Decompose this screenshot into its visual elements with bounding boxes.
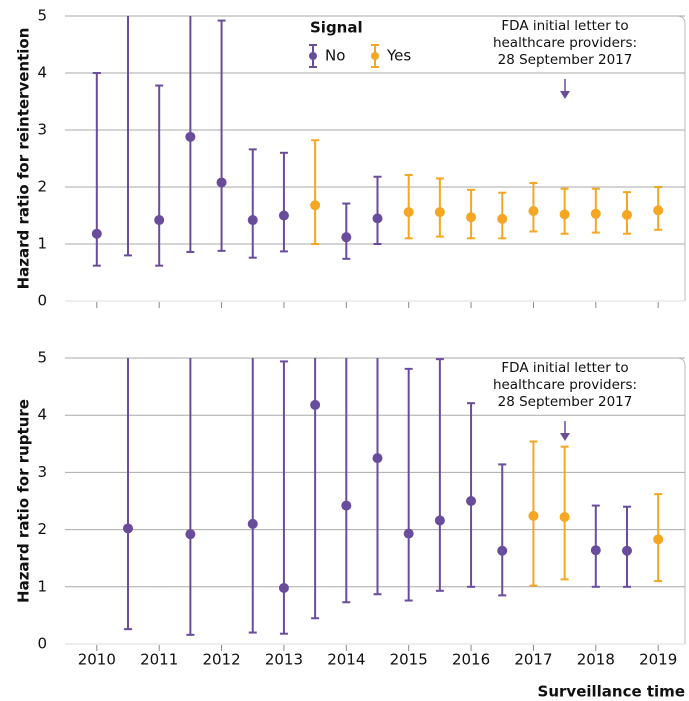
y-tick-label: 5 [37, 349, 47, 367]
y-tick-label: 3 [37, 121, 47, 139]
y-tick-label: 0 [37, 635, 47, 653]
annotation-arrowhead [560, 433, 570, 441]
point [372, 213, 383, 224]
annotation: FDA initial letter to [501, 360, 628, 376]
point [247, 518, 258, 529]
legend-swatch [309, 52, 317, 60]
y-axis-label: Hazard ratio for rupture [15, 399, 33, 603]
x-axis-label: Surveillance time [538, 683, 685, 701]
x-tick-label: 2019 [639, 651, 677, 669]
y-tick-label: 1 [37, 235, 47, 253]
annotation-arrowhead [560, 91, 570, 99]
point [590, 208, 601, 219]
legend-label: No [325, 47, 345, 65]
point [559, 209, 570, 220]
point [497, 213, 508, 224]
point [122, 523, 133, 534]
y-tick-label: 0 [37, 292, 47, 310]
point [91, 228, 102, 239]
point [403, 528, 414, 539]
point [621, 545, 632, 556]
y-tick-label: 4 [37, 64, 47, 82]
point [466, 496, 477, 506]
y-tick-label: 2 [37, 178, 47, 196]
point [434, 207, 445, 218]
legend-item: No [309, 44, 345, 68]
point [185, 131, 196, 142]
point [341, 500, 352, 511]
point [310, 399, 321, 410]
x-tick-label: 2012 [202, 651, 240, 669]
annotation: healthcare providers: [493, 35, 637, 51]
point [216, 177, 227, 188]
y-tick-label: 5 [37, 7, 47, 25]
y-tick-label: 1 [37, 577, 47, 595]
point [278, 210, 289, 221]
x-tick-label: 2014 [327, 651, 365, 669]
annotation: 28 September 2017 [498, 394, 633, 410]
annotation: healthcare providers: [493, 377, 637, 393]
x-tick-label: 2010 [78, 651, 116, 669]
y-axis-label: Hazard ratio for reintervention [15, 28, 33, 290]
point [653, 534, 664, 545]
point [403, 207, 414, 218]
annotation: 28 September 2017 [498, 52, 633, 68]
x-tick-label: 2011 [140, 651, 178, 669]
y-tick-label: 4 [37, 406, 47, 424]
legend-swatch [371, 52, 379, 60]
x-tick-label: 2018 [577, 651, 615, 669]
y-tick-label: 3 [37, 463, 47, 481]
x-tick-label: 2016 [452, 651, 490, 669]
point [247, 215, 258, 226]
x-tick-label: 2017 [514, 651, 552, 669]
point [559, 512, 570, 523]
x-tick-label: 2013 [265, 651, 303, 669]
point [372, 453, 383, 464]
point [466, 212, 477, 223]
point [590, 545, 601, 556]
point [278, 582, 289, 593]
point [154, 215, 165, 226]
point [185, 529, 196, 540]
point [497, 545, 508, 556]
legend-item: Yes [371, 44, 411, 68]
point [528, 510, 539, 521]
x-tick-label: 2015 [390, 651, 428, 669]
point [653, 205, 664, 216]
point [528, 205, 539, 216]
legend-title: Signal [310, 19, 363, 37]
point [434, 515, 445, 526]
annotation: FDA initial letter to [501, 18, 628, 34]
point [341, 232, 352, 243]
y-tick-label: 2 [37, 520, 47, 538]
point [310, 200, 321, 211]
point [621, 209, 632, 220]
legend-label: Yes [386, 47, 411, 65]
